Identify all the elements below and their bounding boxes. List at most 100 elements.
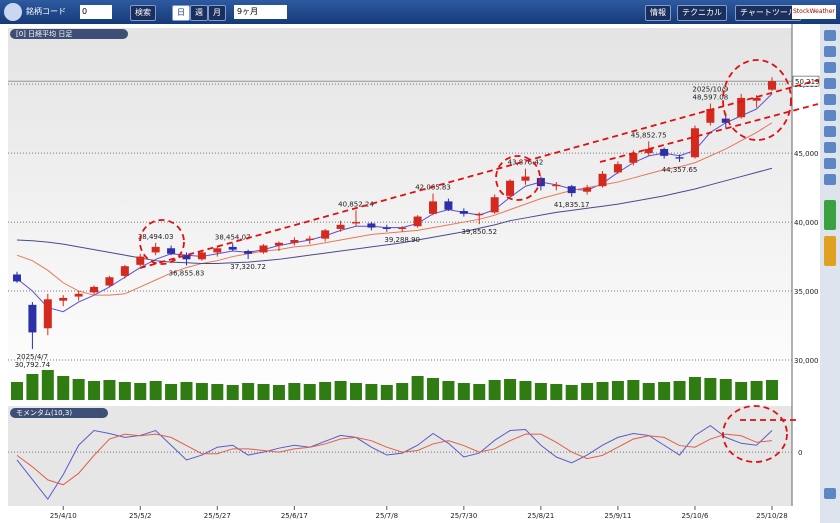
y-tick-label: 45,000	[794, 150, 819, 158]
low-label: 39,850.52	[461, 228, 497, 236]
x-tick-label: 25/7/8	[376, 512, 399, 520]
candle-body	[321, 230, 330, 239]
low-label: 37,320.72	[230, 263, 266, 271]
volume-bar	[103, 380, 116, 400]
volume-bar	[766, 380, 778, 400]
tool-icon[interactable]	[824, 46, 836, 57]
volume-bar	[180, 382, 193, 400]
low-label: 44,357.65	[662, 166, 698, 174]
candle-body	[644, 148, 653, 154]
candle-body	[28, 304, 37, 333]
technical-button[interactable]: テクニカル	[677, 5, 727, 21]
volume-bar	[134, 383, 147, 400]
tool-icon[interactable]	[824, 158, 836, 169]
candle-body	[660, 148, 669, 156]
tool-icon[interactable]	[824, 142, 836, 153]
candle-body	[583, 187, 592, 192]
volume-bar	[735, 382, 748, 400]
tool-icon[interactable]	[824, 110, 836, 121]
info-button[interactable]: 情報	[645, 5, 671, 21]
highlight-circle	[139, 219, 185, 265]
high-label: 43,876.42	[508, 159, 544, 167]
week-button[interactable]: 週	[190, 5, 208, 21]
high-label: 38,494.03	[138, 233, 174, 241]
candle-body	[120, 266, 129, 276]
code-label: 銘柄コード	[26, 7, 66, 16]
tool-icon[interactable]	[824, 174, 836, 185]
tool-icon[interactable]	[824, 78, 836, 89]
trend-line	[599, 103, 819, 163]
volume-bar	[642, 383, 655, 400]
y-tick-label: 35,000	[794, 288, 819, 296]
moving-average	[16, 122, 773, 296]
candle-body	[90, 286, 99, 293]
side-toolbar	[820, 24, 840, 523]
volume-bar	[396, 383, 409, 400]
month-button[interactable]: 月	[208, 5, 226, 21]
volume-bar	[457, 383, 470, 400]
candle-body	[197, 252, 206, 260]
moving-average	[16, 93, 773, 313]
volume-bar	[534, 383, 547, 400]
candle-body	[398, 227, 407, 229]
volume-bar	[688, 377, 701, 400]
candle-body	[444, 201, 453, 210]
tool-icon[interactable]	[824, 200, 836, 230]
volume-bar	[319, 382, 332, 400]
volume-bar	[519, 381, 532, 400]
volume-bar	[442, 381, 455, 400]
tool-icon[interactable]	[824, 236, 836, 266]
tool-icon[interactable]	[824, 62, 836, 73]
candle-body	[613, 164, 622, 173]
candle-body	[506, 180, 515, 196]
candle-body	[151, 246, 160, 253]
tool-icon[interactable]	[824, 30, 836, 41]
volume-bar	[704, 378, 717, 400]
low-label: 39,288.90	[384, 236, 420, 244]
code-input[interactable]: 0	[80, 5, 112, 19]
candle-body	[475, 213, 484, 216]
candle-body	[675, 157, 684, 159]
momentum-title: モメンタム(10,3)	[16, 408, 72, 417]
high-date: 2025/10/9	[692, 85, 728, 93]
candle-body	[13, 274, 21, 282]
tool-icon[interactable]	[824, 126, 836, 137]
tool-icon[interactable]	[824, 94, 836, 105]
candle-body	[521, 176, 530, 181]
candle-body	[74, 293, 83, 297]
annotations	[139, 59, 819, 463]
candle-body	[552, 184, 561, 187]
day-button[interactable]: 日	[172, 5, 190, 21]
y-tick-label: 0	[798, 449, 802, 457]
high-label: 45,852.75	[631, 131, 667, 139]
candle-body	[136, 256, 145, 265]
volume-bar	[272, 385, 285, 400]
period-select[interactable]: 9ヶ月	[234, 5, 287, 19]
volume-bar	[581, 383, 594, 400]
x-tick-label: 25/4/10	[50, 512, 77, 520]
volume-bar	[596, 382, 609, 400]
tool-icon[interactable]	[824, 488, 836, 499]
candle-body	[536, 177, 545, 187]
volume-bar	[303, 384, 316, 400]
volume-bar	[72, 379, 85, 400]
x-tick-label: 25/10/28	[756, 512, 787, 520]
candle-body	[305, 238, 314, 240]
highlight-circle	[722, 59, 792, 141]
candle-body	[721, 118, 730, 123]
candle-body	[290, 240, 299, 243]
search-button[interactable]: 検索	[130, 5, 156, 21]
candle-body	[629, 153, 638, 163]
candle-body	[413, 216, 422, 227]
candle-body	[490, 197, 499, 213]
volume-bar	[211, 384, 224, 400]
volume-bar	[41, 370, 54, 400]
volume-bar	[11, 382, 23, 400]
brand: StockWeather	[792, 5, 836, 19]
price-panel	[8, 28, 792, 404]
volume-bar	[673, 381, 686, 400]
candle-body	[274, 242, 283, 246]
x-tick-label: 25/8/21	[527, 512, 554, 520]
volume-bar	[380, 385, 393, 400]
volume-bar	[257, 384, 270, 400]
